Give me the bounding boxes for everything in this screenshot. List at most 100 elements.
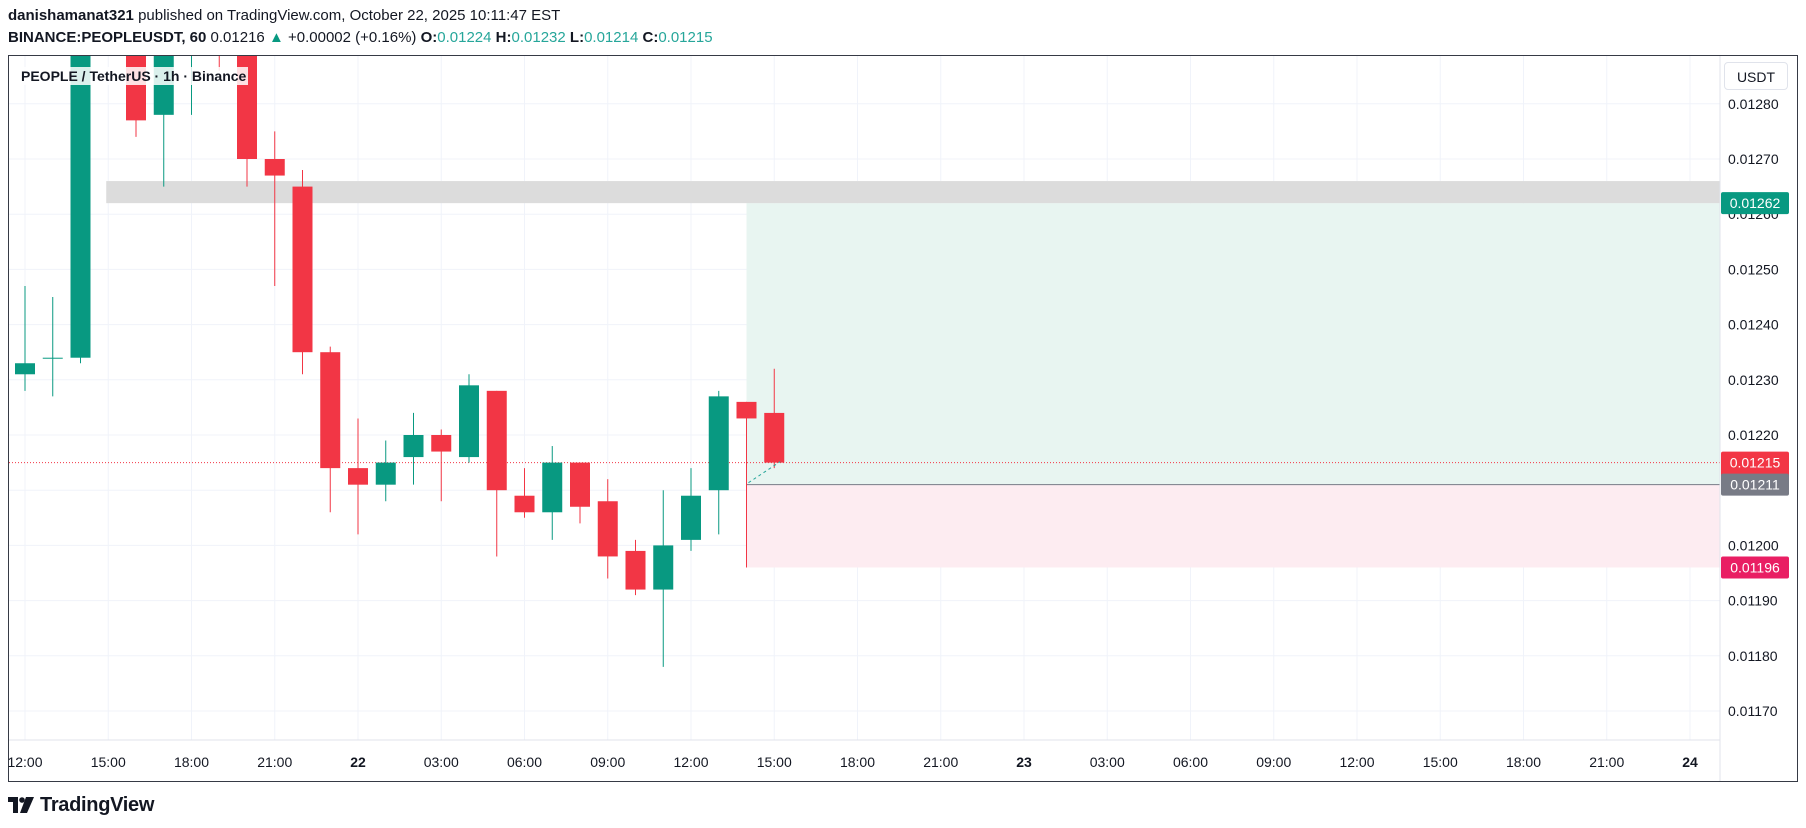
- candle: [514, 468, 535, 518]
- candle: [736, 401, 757, 568]
- price-label-text: 0.01211: [1730, 477, 1780, 493]
- y-tick-label: 0.01170: [1728, 703, 1778, 719]
- x-tick-label: 22: [350, 754, 366, 770]
- candle-body: [708, 396, 729, 491]
- candle: [70, 56, 91, 364]
- stop-loss-zone: [746, 484, 1720, 568]
- candle-body: [764, 412, 785, 463]
- candle: [15, 285, 35, 391]
- candle-body: [486, 390, 507, 491]
- low-label: L:: [569, 29, 585, 46]
- candle-body: [653, 545, 674, 590]
- price-label-tag: 0.01196: [1721, 556, 1789, 579]
- candle-body: [625, 550, 646, 590]
- x-tick-label: 12:00: [1339, 754, 1374, 770]
- chart-frame: [8, 55, 1798, 782]
- candle-body: [542, 462, 563, 513]
- plot-area: [9, 27, 1720, 667]
- tradingview-logo-icon: [8, 797, 34, 813]
- y-tick-label: 0.01220: [1728, 427, 1779, 443]
- candle: [403, 412, 424, 485]
- y-tick-label: 0.01270: [1728, 151, 1779, 167]
- x-tick-label: 09:00: [590, 754, 625, 770]
- candle-body: [209, 27, 229, 38]
- price-label-text: 0.01262: [1730, 195, 1781, 211]
- candle-body: [320, 352, 341, 469]
- candle: [597, 479, 618, 579]
- take-profit-zone: [746, 203, 1720, 485]
- open-value: 0.01224: [437, 29, 492, 46]
- price-label-bg: [1721, 192, 1789, 215]
- publish-date: published on TradingView.com, October 22…: [138, 7, 561, 24]
- y-tick-label: 0.01200: [1728, 537, 1779, 553]
- candle-body: [514, 495, 535, 513]
- x-tick-label: 24: [1682, 754, 1698, 770]
- publish-info: danishamanat321 published on TradingView…: [8, 7, 560, 24]
- x-tick-label: 09:00: [1256, 754, 1291, 770]
- candle: [764, 368, 785, 469]
- close-label: C:: [642, 29, 659, 46]
- author-name[interactable]: danishamanat321: [8, 7, 134, 24]
- currency-button[interactable]: USDT: [1724, 62, 1788, 90]
- candle: [459, 374, 479, 463]
- candle: [348, 418, 368, 535]
- candle: [375, 440, 396, 502]
- price-label-text: 0.01196: [1730, 559, 1780, 575]
- candle: [625, 539, 646, 596]
- candle-body: [292, 186, 313, 353]
- price-label-tag: 0.01211: [1721, 473, 1789, 496]
- symbol-ohlc-line: BINANCE:PEOPLEUSDT, 60 0.01216 ▲ +0.0000…: [8, 29, 713, 46]
- candle: [320, 346, 341, 513]
- candle: [653, 490, 674, 667]
- candle-body: [431, 435, 452, 452]
- candle: [542, 446, 563, 540]
- price-label-text: 0.01215: [1730, 455, 1781, 471]
- x-tick-label: 03:00: [1090, 754, 1125, 770]
- up-triangle-icon: ▲: [268, 29, 284, 46]
- y-tick-label: 0.01240: [1728, 317, 1779, 333]
- price-label-bg: [1721, 556, 1789, 579]
- price-label-bg: [1721, 473, 1789, 496]
- price-axis: 0.011700.011800.011900.012000.012100.012…: [1721, 96, 1789, 719]
- tradingview-brand: TradingView: [40, 793, 155, 816]
- x-tick-label: 21:00: [257, 754, 292, 770]
- last-price: 0.01216: [210, 29, 265, 46]
- candle: [264, 131, 285, 286]
- candle-body: [70, 56, 91, 358]
- time-axis: 12:00 15:00 18:00 21:00 22 03:00 06:00 09:00 12:…: [7, 754, 1698, 770]
- open-label: O:: [420, 29, 438, 46]
- y-tick-label: 0.01250: [1728, 261, 1779, 277]
- x-tick-label: 12:00: [673, 754, 708, 770]
- y-tick-label: 0.01230: [1728, 372, 1779, 388]
- tradingview-logo[interactable]: TradingView: [8, 793, 154, 817]
- candle: [681, 468, 701, 551]
- x-tick-label: 15:00: [1423, 754, 1458, 770]
- candle-body: [403, 435, 424, 458]
- y-tick-label: 0.01180: [1728, 648, 1778, 664]
- candle: [292, 170, 313, 375]
- y-tick-label: 0.01280: [1728, 96, 1779, 112]
- price-label-tag: 0.01262: [1721, 192, 1789, 215]
- candle-body: [570, 462, 590, 507]
- high-label: H:: [495, 29, 512, 46]
- close-value: 0.01215: [658, 29, 713, 46]
- candle-body: [459, 385, 479, 458]
- symbol-name: BINANCE:PEOPLEUSDT, 60: [8, 29, 207, 46]
- x-tick-label: 06:00: [1173, 754, 1208, 770]
- candle-body: [348, 468, 368, 485]
- candle: [486, 390, 507, 557]
- x-tick-label: 18:00: [1506, 754, 1541, 770]
- y-tick-label: 0.01190: [1728, 593, 1778, 609]
- x-tick-label: 21:00: [1589, 754, 1624, 770]
- candle: [42, 297, 63, 397]
- projection-line: [748, 461, 781, 484]
- candle: [209, 27, 229, 71]
- candle: [431, 429, 452, 502]
- candle: [570, 462, 590, 524]
- x-tick-label: 15:00: [91, 754, 126, 770]
- candle-body: [736, 401, 757, 419]
- candle-body: [42, 357, 63, 359]
- x-tick-label: 06:00: [507, 754, 542, 770]
- x-tick-label: 23: [1016, 754, 1032, 770]
